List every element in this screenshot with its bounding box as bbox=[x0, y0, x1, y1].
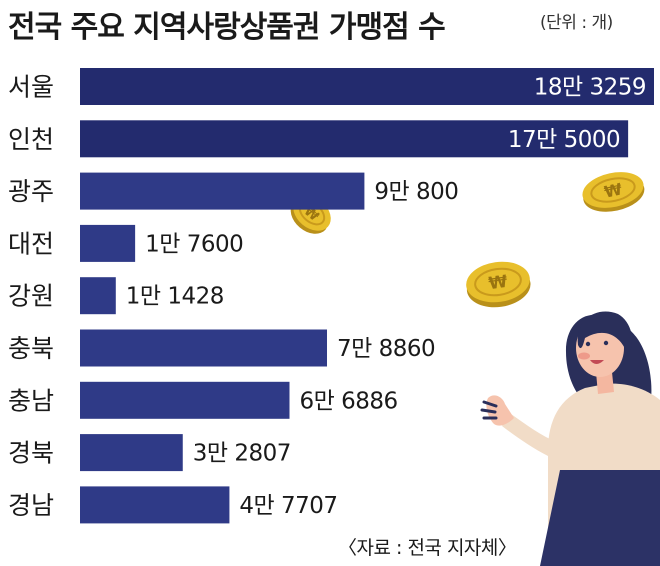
bar bbox=[80, 434, 183, 472]
value-label: 9만 800 bbox=[374, 179, 458, 205]
category-label: 대전 bbox=[8, 229, 54, 258]
coin-icon: ₩ bbox=[582, 172, 645, 212]
bar bbox=[80, 120, 629, 158]
category-label: 경남 bbox=[8, 491, 54, 520]
svg-text:₩: ₩ bbox=[602, 179, 624, 201]
category-label: 서울 bbox=[8, 73, 54, 102]
value-label: 1만 7600 bbox=[145, 231, 243, 257]
bar bbox=[80, 329, 328, 367]
category-label: 강원 bbox=[8, 282, 54, 311]
value-label: 17만 5000 bbox=[508, 127, 620, 153]
value-label: 3만 2807 bbox=[193, 441, 291, 467]
chart-title: 전국 주요 지역사랑상품권 가맹점 수 bbox=[8, 10, 446, 45]
value-label: 7만 8860 bbox=[337, 336, 435, 362]
bar bbox=[80, 172, 365, 210]
bar bbox=[80, 68, 654, 105]
coin-icon: ₩ bbox=[466, 261, 531, 308]
value-label: 4만 7707 bbox=[239, 493, 337, 519]
category-label: 광주 bbox=[8, 177, 54, 206]
value-label: 18만 3259 bbox=[534, 75, 646, 101]
source-note: 〈자료 : 전국 지자체〉 bbox=[338, 537, 517, 559]
bar bbox=[80, 277, 116, 315]
category-label: 충북 bbox=[8, 334, 54, 363]
value-label: 6만 6886 bbox=[299, 388, 397, 414]
bar bbox=[80, 224, 136, 262]
svg-text:₩: ₩ bbox=[487, 272, 509, 294]
bar bbox=[80, 381, 290, 419]
category-label: 경북 bbox=[8, 439, 54, 468]
category-label: 인천 bbox=[8, 125, 54, 154]
value-label: 1만 1428 bbox=[126, 284, 224, 310]
woman-illustration bbox=[480, 311, 660, 566]
bar bbox=[80, 486, 230, 524]
category-label: 충남 bbox=[8, 386, 54, 415]
unit-note: (단위 : 개) bbox=[540, 13, 613, 33]
